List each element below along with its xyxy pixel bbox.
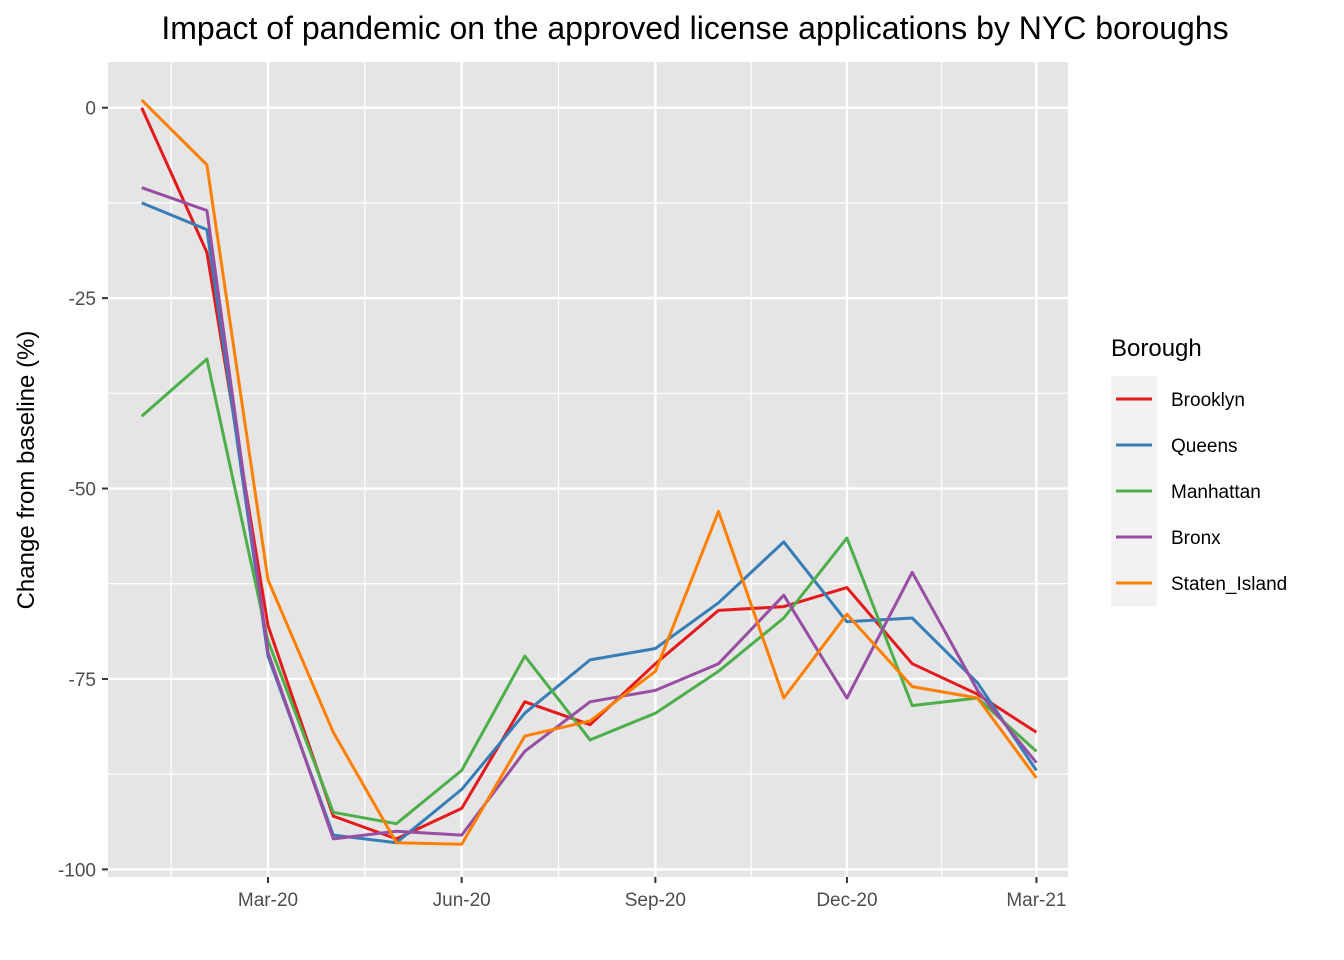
y-axis: 0 -25 -50 -75 -100 <box>58 99 108 881</box>
legend: Borough Brooklyn Queens Manhattan Bronx Stat… <box>1111 335 1287 606</box>
series-lines <box>140 99 1038 846</box>
chart-title: Impact of pandemic on the approved licen… <box>161 10 1228 46</box>
legend-label: Manhattan <box>1171 482 1261 503</box>
x-tick-label: Sep-20 <box>625 890 686 911</box>
legend-label: Queens <box>1171 436 1238 457</box>
x-tick-label: Dec-20 <box>816 890 877 911</box>
legend-label: Brooklyn <box>1171 390 1245 411</box>
x-tick-label: Jun-20 <box>433 890 491 911</box>
series-line-bronx <box>141 186 1038 841</box>
x-tick-label: Mar-20 <box>238 890 298 911</box>
y-axis-title: Change from baseline (%) <box>13 331 40 610</box>
major-gridlines <box>108 62 1068 877</box>
legend-label: Bronx <box>1171 528 1221 549</box>
series-line-staten-island <box>140 99 1038 846</box>
y-tick-label: -50 <box>69 480 96 501</box>
y-tick-label: -100 <box>58 860 96 881</box>
y-tick-label: -75 <box>69 670 96 691</box>
x-tick-label: Mar-21 <box>1006 890 1066 911</box>
legend-items: Brooklyn Queens Manhattan Bronx Staten_Islan… <box>1116 390 1287 595</box>
y-tick-label: -25 <box>69 289 96 310</box>
legend-title: Borough <box>1111 335 1202 362</box>
series-line-manhattan <box>140 357 1038 826</box>
series-line-brooklyn <box>140 107 1038 841</box>
x-axis: Mar-20 Jun-20 Sep-20 Dec-20 Mar-21 <box>238 877 1067 911</box>
y-tick-label: 0 <box>85 99 96 120</box>
legend-label: Staten_Island <box>1171 574 1287 595</box>
